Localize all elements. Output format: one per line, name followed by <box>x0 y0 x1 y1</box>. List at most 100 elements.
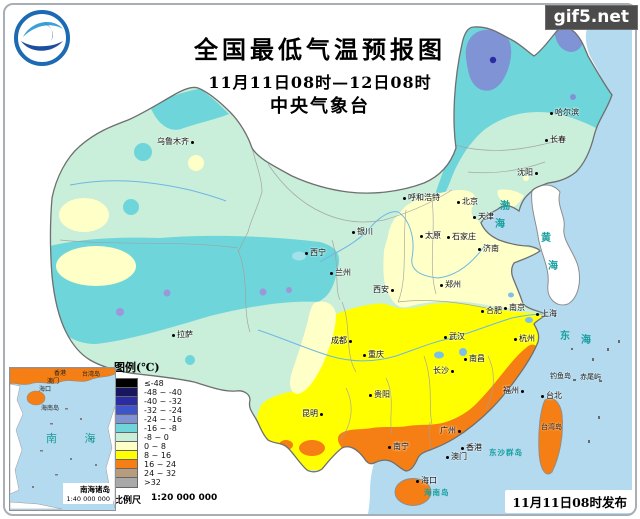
city-dot <box>461 446 464 450</box>
city-label: 北京 <box>457 198 478 206</box>
release-time-note: 11月11日08时发布 <box>505 490 634 513</box>
city-dot <box>473 215 476 219</box>
legend-label: 16 ~ 24 <box>144 460 177 469</box>
city-dot <box>444 335 447 339</box>
city-label: 西宁 <box>305 249 326 257</box>
city-dot <box>478 247 481 251</box>
inset-map <box>10 368 115 510</box>
legend-label: -32 ~ -24 <box>144 406 182 415</box>
city-dot <box>369 393 372 397</box>
city-dot <box>447 235 450 239</box>
city-label: 贵阳 <box>369 391 390 399</box>
city-dot <box>330 271 333 275</box>
city-dot <box>349 339 352 343</box>
city-dot <box>363 353 366 357</box>
city-label: 广州 <box>440 427 461 435</box>
city-label: 哈尔滨 <box>550 109 579 117</box>
city-label: 西安 <box>373 286 394 294</box>
scale-value: 1:20 000 000 <box>151 493 218 503</box>
legend-label: -48 ~ -40 <box>144 388 182 397</box>
city-dot <box>545 138 548 142</box>
sea-label: 海 <box>495 219 505 230</box>
inset-label-macau: 澳门 <box>47 378 60 385</box>
city-dot <box>514 337 517 341</box>
city-label: 呼和浩特 <box>403 194 440 202</box>
city-dot <box>541 394 544 398</box>
city-label: 福州 <box>503 387 524 395</box>
sea-label: 东沙群岛 <box>489 448 523 457</box>
city-label: 兰州 <box>330 269 351 277</box>
city-dot <box>391 288 394 292</box>
map-scale: 比例尺 1:20 000 000 <box>114 493 217 506</box>
legend-rows: ≤-48 -48 ~ -40 -40 ~ -32 -32 ~ -24 -24 ~ -16… <box>114 377 217 488</box>
inset-label-hainan: 海南岛 <box>41 405 60 412</box>
agency-name: 中央气象台 <box>270 96 370 117</box>
city-label: 天津 <box>473 213 494 221</box>
city-label: 海口 <box>416 477 437 485</box>
scale-label: 比例尺 <box>114 496 142 506</box>
legend-row: >32 <box>114 476 217 488</box>
city-dot <box>440 283 443 287</box>
city-dot <box>451 369 454 373</box>
sea-label: 渤 <box>500 201 510 212</box>
korea-peninsula <box>531 184 581 306</box>
island-label: 钓鱼岛 <box>550 372 571 380</box>
page-title: 全国最低气温预报图 <box>194 35 446 64</box>
city-label: 重庆 <box>363 351 384 359</box>
legend-swatch <box>114 476 138 488</box>
city-dot <box>481 309 484 313</box>
city-dot <box>420 234 423 238</box>
city-dot <box>536 312 539 316</box>
sea-label: 海 <box>548 261 558 272</box>
inset-islands-name: 南海诸岛 <box>80 485 110 494</box>
city-label: 沈阳 <box>517 169 538 177</box>
city-label: 台北 <box>541 392 562 400</box>
city-label: 拉萨 <box>172 331 193 339</box>
city-dot <box>504 306 507 310</box>
city-dot <box>458 429 461 433</box>
legend-label: -40 ~ -32 <box>144 397 182 406</box>
legend-label: -8 ~ 0 <box>144 433 169 442</box>
inset-scale: 1:40 000 000 <box>66 495 110 503</box>
legend-label: -24 ~ -16 <box>144 415 182 424</box>
forecast-date-range: 11月11日08时—12日08时 <box>208 73 432 92</box>
city-dot <box>388 445 391 449</box>
city-label: 郑州 <box>440 281 461 289</box>
city-label: 杭州 <box>514 335 535 343</box>
city-label: 合肥 <box>481 307 502 315</box>
city-label: 成都 <box>331 337 352 345</box>
china-national-border <box>49 26 613 473</box>
city-dot <box>521 389 524 393</box>
city-dot <box>535 171 538 175</box>
city-dot <box>416 479 419 483</box>
offshore-islets <box>571 340 620 443</box>
island-label: 赤尾屿 <box>580 373 601 381</box>
inset-label-haikou: 海口 <box>39 386 52 393</box>
sea-area <box>368 26 632 514</box>
city-dot <box>305 251 308 255</box>
temperature-legend: 图例(℃) ≤-48 -48 ~ -40 -40 ~ -32 -32 ~ -24 -24… <box>114 359 217 506</box>
city-label: 武汉 <box>444 333 465 341</box>
city-dot <box>403 196 406 200</box>
legend-label: 0 ~ 8 <box>144 442 166 451</box>
city-label: 南京 <box>504 304 525 312</box>
city-label: 南昌 <box>464 355 485 363</box>
city-dot <box>550 111 553 115</box>
inset-sea-name: 南 海 <box>46 432 108 445</box>
taiwan-island <box>538 397 563 475</box>
city-label: 香港 <box>461 444 482 452</box>
legend-label: >32 <box>144 478 161 487</box>
city-label: 太原 <box>420 232 441 240</box>
city-dot <box>446 455 449 459</box>
legend-label: 24 ~ 32 <box>144 469 177 478</box>
city-label: 昆明 <box>302 410 323 418</box>
city-label: 澳门 <box>446 453 467 461</box>
inset-label-taiwan: 台湾岛 <box>82 371 101 378</box>
city-dot <box>457 200 460 204</box>
city-dot <box>352 230 355 234</box>
inset-label-hongkong: 香港 <box>54 370 67 377</box>
legend-label: ≤-48 <box>144 379 164 388</box>
city-label: 石家庄 <box>447 233 476 241</box>
